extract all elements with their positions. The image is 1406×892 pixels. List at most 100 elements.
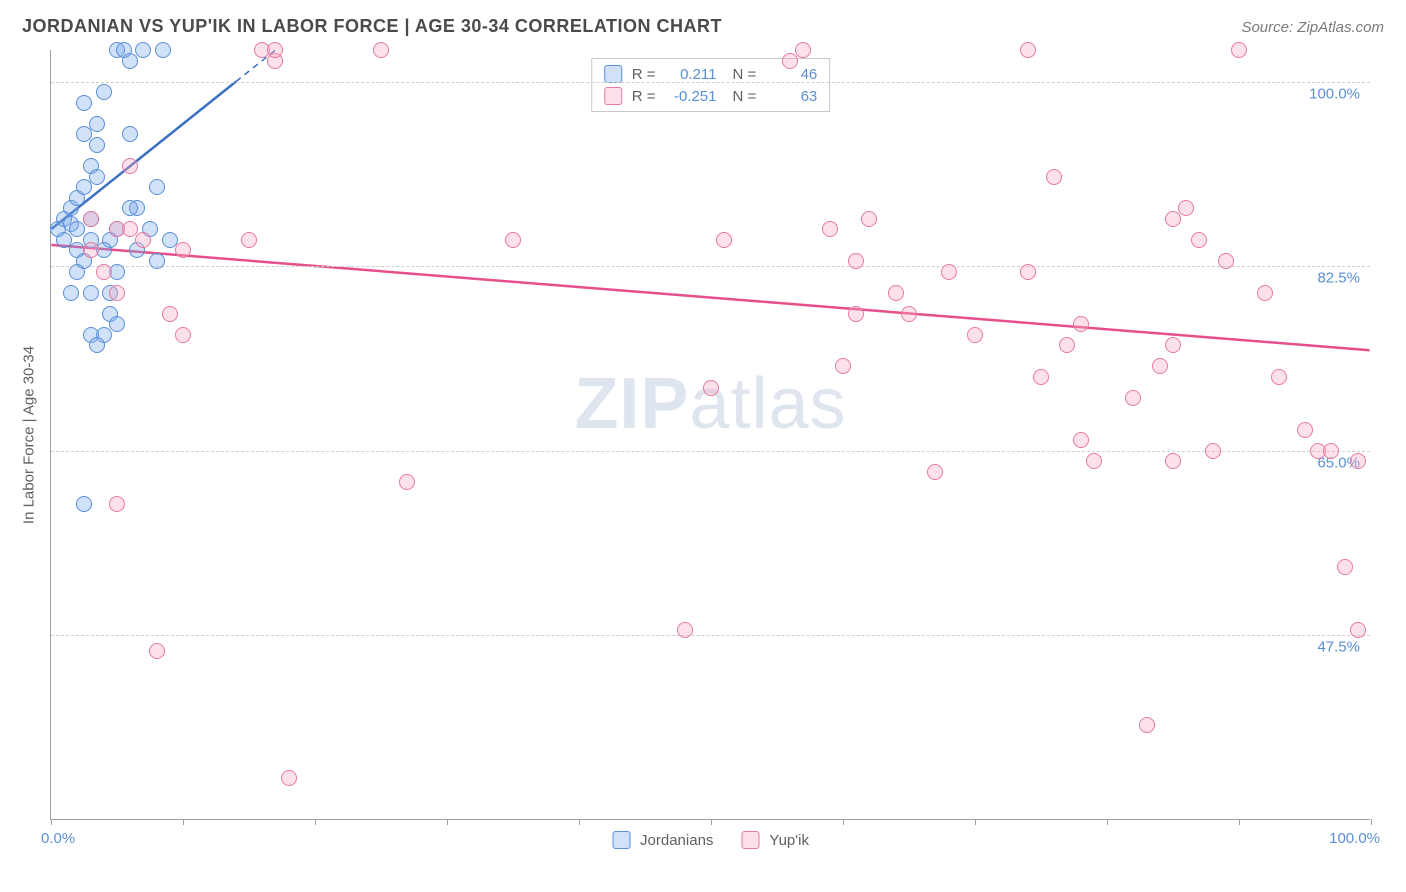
scatter-marker — [1086, 453, 1102, 469]
chart-title: JORDANIAN VS YUP'IK IN LABOR FORCE | AGE… — [22, 16, 722, 37]
scatter-marker — [822, 221, 838, 237]
scatter-marker — [1165, 211, 1181, 227]
trend-lines — [51, 50, 1370, 819]
x-tick — [447, 819, 448, 825]
scatter-marker — [69, 264, 85, 280]
scatter-marker — [1020, 264, 1036, 280]
scatter-marker — [1231, 42, 1247, 58]
scatter-marker — [703, 380, 719, 396]
scatter-marker — [967, 327, 983, 343]
x-tick — [51, 819, 52, 825]
x-tick — [1107, 819, 1108, 825]
source-label: Source: ZipAtlas.com — [1241, 19, 1384, 36]
scatter-marker — [1139, 717, 1155, 733]
y-tick-label: 47.5% — [1317, 639, 1360, 656]
scatter-marker — [149, 643, 165, 659]
scatter-marker — [109, 316, 125, 332]
scatter-marker — [76, 179, 92, 195]
scatter-marker — [109, 496, 125, 512]
scatter-marker — [1350, 622, 1366, 638]
x-tick — [315, 819, 316, 825]
x-tick — [711, 819, 712, 825]
scatter-marker — [122, 200, 138, 216]
r-label: R = — [632, 66, 656, 83]
scatter-marker — [122, 53, 138, 69]
n-value-yupik: 63 — [762, 88, 817, 105]
y-tick-label: 100.0% — [1309, 85, 1360, 102]
scatter-marker — [76, 496, 92, 512]
scatter-marker — [399, 474, 415, 490]
scatter-marker — [83, 211, 99, 227]
x-axis-min-label: 0.0% — [41, 830, 75, 847]
gridline — [51, 635, 1370, 636]
scatter-marker — [1205, 443, 1221, 459]
series-legend: Jordanians Yup'ik — [612, 831, 809, 849]
scatter-marker — [1020, 42, 1036, 58]
scatter-marker — [76, 95, 92, 111]
scatter-marker — [941, 264, 957, 280]
scatter-marker — [155, 42, 171, 58]
scatter-marker — [716, 232, 732, 248]
scatter-marker — [1218, 253, 1234, 269]
scatter-marker — [1059, 337, 1075, 353]
legend-label-yupik: Yup'ik — [769, 832, 809, 849]
y-tick-label: 82.5% — [1317, 270, 1360, 287]
legend-item-jordanians: Jordanians — [612, 831, 713, 849]
swatch-yupik — [604, 87, 622, 105]
swatch-jordanians — [612, 831, 630, 849]
scatter-marker — [848, 253, 864, 269]
scatter-marker — [1257, 285, 1273, 301]
chart-container: JORDANIAN VS YUP'IK IN LABOR FORCE | AGE… — [0, 0, 1406, 892]
scatter-marker — [1191, 232, 1207, 248]
scatter-marker — [96, 264, 112, 280]
scatter-marker — [1323, 443, 1339, 459]
scatter-marker — [1350, 453, 1366, 469]
gridline — [51, 451, 1370, 452]
scatter-marker — [1165, 337, 1181, 353]
scatter-marker — [782, 53, 798, 69]
title-row: JORDANIAN VS YUP'IK IN LABOR FORCE | AGE… — [22, 16, 1384, 37]
swatch-jordanians — [604, 65, 622, 83]
scatter-marker — [1178, 200, 1194, 216]
r-value-jordanians: 0.211 — [662, 66, 717, 83]
scatter-marker — [83, 285, 99, 301]
scatter-marker — [1165, 453, 1181, 469]
legend-label-jordanians: Jordanians — [640, 832, 713, 849]
x-axis-max-label: 100.0% — [1329, 830, 1380, 847]
scatter-marker — [1046, 169, 1062, 185]
scatter-marker — [1073, 316, 1089, 332]
scatter-marker — [1152, 358, 1168, 374]
scatter-marker — [89, 116, 105, 132]
gridline — [51, 266, 1370, 267]
scatter-marker — [373, 42, 389, 58]
scatter-marker — [89, 337, 105, 353]
scatter-marker — [1337, 559, 1353, 575]
scatter-marker — [149, 253, 165, 269]
x-tick — [843, 819, 844, 825]
scatter-marker — [1073, 432, 1089, 448]
scatter-marker — [848, 306, 864, 322]
scatter-marker — [122, 126, 138, 142]
scatter-marker — [1125, 390, 1141, 406]
scatter-marker — [175, 327, 191, 343]
scatter-marker — [241, 232, 257, 248]
y-axis-label: In Labor Force | Age 30-34 — [21, 345, 38, 523]
scatter-marker — [281, 770, 297, 786]
scatter-marker — [1271, 369, 1287, 385]
scatter-marker — [861, 211, 877, 227]
scatter-marker — [89, 137, 105, 153]
swatch-yupik — [741, 831, 759, 849]
legend-row-yupik: R = -0.251 N = 63 — [604, 85, 818, 107]
scatter-marker — [505, 232, 521, 248]
x-tick — [1371, 819, 1372, 825]
scatter-marker — [175, 242, 191, 258]
x-tick — [975, 819, 976, 825]
r-label: R = — [632, 88, 656, 105]
scatter-marker — [83, 242, 99, 258]
scatter-marker — [1033, 369, 1049, 385]
scatter-marker — [267, 42, 283, 58]
scatter-marker — [122, 158, 138, 174]
n-label: N = — [733, 66, 757, 83]
scatter-marker — [835, 358, 851, 374]
scatter-marker — [149, 179, 165, 195]
